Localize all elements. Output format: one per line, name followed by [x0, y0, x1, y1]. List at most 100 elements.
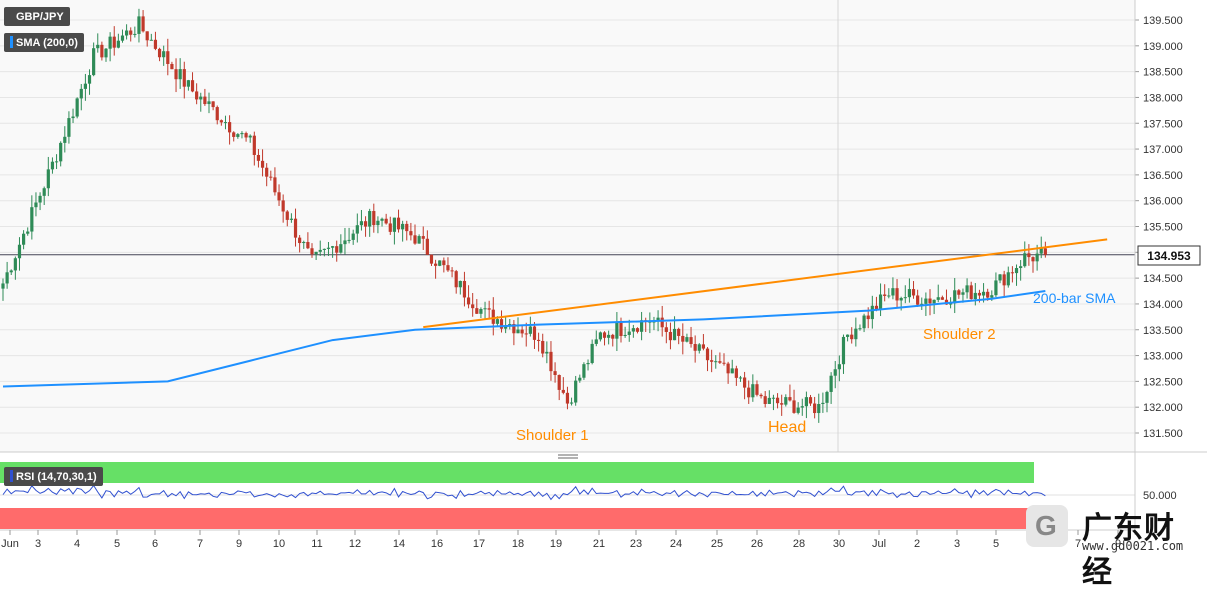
x-tick-label: 3: [35, 538, 41, 550]
candle-body: [92, 48, 96, 76]
candle-body: [743, 377, 747, 388]
candle-body: [166, 51, 170, 64]
candle-body: [5, 272, 9, 284]
x-tick-label: 21: [593, 538, 605, 550]
y-tick-label: 139.500: [1143, 15, 1183, 27]
candle-body: [326, 247, 331, 249]
candle-body: [479, 309, 483, 314]
candle-body: [1043, 248, 1047, 255]
rsi-indicator-label: RSI (14,70,30,1): [16, 471, 97, 483]
candle-body: [689, 337, 693, 345]
candle-body: [170, 63, 174, 70]
candle-body: [792, 400, 796, 413]
x-tick-label: 9: [1115, 538, 1121, 550]
candle-body: [829, 375, 833, 392]
x-tick-label: 17: [473, 538, 485, 550]
shoulder-1-label: Shoulder 1: [516, 427, 589, 444]
x-tick-label: Jun: [1, 538, 19, 550]
candle-body: [120, 35, 125, 41]
candle-body: [870, 305, 874, 320]
candle-body: [145, 31, 149, 41]
rsi-line: [2, 484, 1046, 501]
candle-body: [611, 334, 615, 339]
candle-body: [186, 80, 190, 87]
candle-body: [355, 225, 359, 234]
x-tick-label: 28: [793, 538, 805, 550]
candle-body: [586, 363, 590, 365]
candle-body: [30, 207, 34, 232]
candle-body: [858, 328, 862, 330]
candle-body: [804, 397, 808, 407]
candle-body: [903, 297, 907, 299]
candle-body: [335, 246, 339, 253]
candle-body: [957, 290, 961, 295]
rsi-indicator-badge[interactable]: RSI (14,70,30,1): [4, 467, 103, 486]
symbol-badge[interactable]: GBP/JPY: [4, 7, 70, 26]
candle-body: [331, 246, 335, 248]
x-tick-label: 4: [74, 538, 80, 550]
candle-body: [961, 292, 965, 295]
x-tick-label: 7: [197, 538, 203, 550]
candle-body: [747, 387, 751, 398]
candle-body: [553, 371, 557, 376]
candle-body: [907, 289, 911, 298]
candle-body: [392, 217, 396, 232]
candle-body: [891, 288, 895, 296]
candle-body: [125, 30, 129, 36]
candle-body: [1002, 274, 1006, 286]
candle-body: [582, 364, 586, 378]
candle-body: [817, 403, 821, 414]
candle-body: [701, 344, 705, 349]
candle-body: [285, 211, 289, 220]
candle-body: [693, 344, 697, 351]
candle-body: [784, 397, 788, 405]
drag-handle[interactable]: [558, 454, 578, 459]
candle-body: [458, 280, 462, 288]
candle-body: [298, 237, 302, 244]
x-tick-label: 26: [751, 538, 763, 550]
candle-body: [598, 332, 602, 340]
candle-body: [174, 69, 178, 80]
candle-body: [751, 384, 755, 398]
candle-body: [13, 258, 17, 271]
candle-body: [63, 136, 67, 143]
candle-body: [895, 288, 899, 301]
candle-body: [549, 351, 553, 372]
candle-body: [450, 270, 454, 272]
y-axis-ticks: 139.500 139.000 138.500 138.000 137.500 137.0…: [1135, 15, 1183, 440]
sma-indicator-label: SMA (200,0): [16, 37, 78, 49]
candle-body: [846, 334, 850, 337]
candle-body: [207, 101, 211, 105]
candle-body: [442, 260, 446, 266]
candle-body: [87, 75, 92, 84]
candle-body: [1039, 248, 1043, 254]
candle-body: [388, 223, 392, 232]
candle-body: [986, 291, 990, 298]
candle-body: [1023, 253, 1027, 267]
candle-body: [260, 160, 265, 168]
x-tick-label: 24: [670, 538, 682, 550]
candle-body: [623, 334, 627, 336]
candle-body: [203, 96, 207, 105]
candle-body: [46, 169, 50, 189]
candle-body: [471, 304, 475, 309]
candle-body: [940, 297, 944, 300]
candle-body: [973, 292, 977, 300]
candle-body: [195, 91, 199, 100]
candle-body: [466, 297, 471, 305]
last-price-box: [1137, 245, 1201, 266]
rsi-color-swatch: [10, 470, 13, 482]
x-axis-ticks: Jun 3 4 5 6 7 9 10 11 12 14 16 17 18 19 21 23 24 25 26 28 30 J…: [1, 530, 1121, 550]
candle-body: [483, 308, 487, 310]
y-tick-label: 134.500: [1143, 273, 1183, 285]
x-tick-label: 5: [993, 538, 999, 550]
candle-body: [401, 223, 405, 230]
candle-body: [256, 154, 261, 161]
candle-body: [825, 391, 829, 403]
candle-body: [726, 363, 730, 374]
candle-body: [149, 39, 153, 41]
candle-body: [50, 161, 55, 170]
y-tick-label: 133.000: [1143, 351, 1183, 363]
sma-indicator-badge[interactable]: SMA (200,0): [4, 33, 84, 52]
candle-body: [219, 120, 223, 123]
